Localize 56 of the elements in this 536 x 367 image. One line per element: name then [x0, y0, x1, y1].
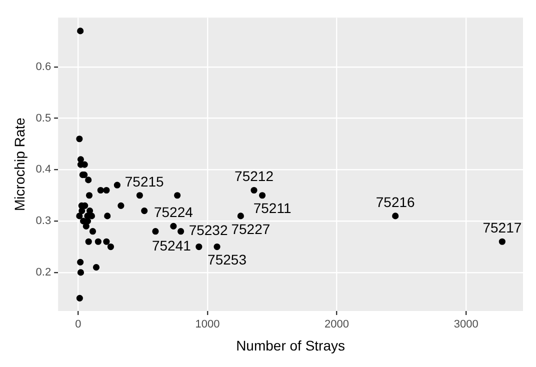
- annotation: 75232: [188, 222, 228, 238]
- y-tick-label: 0.6: [36, 60, 52, 73]
- point: [498, 238, 506, 245]
- annotation: 75217: [482, 219, 522, 236]
- point: [250, 186, 258, 194]
- x-tick-label: 1000: [195, 318, 220, 331]
- point: [86, 192, 93, 199]
- point: [94, 238, 102, 245]
- point: [104, 212, 111, 220]
- point: [77, 28, 84, 34]
- y-tick-label: 0.4: [36, 164, 52, 176]
- annotation: 75227: [231, 220, 270, 237]
- y-axis-title: Microchip Rate: [11, 117, 28, 211]
- point: [76, 294, 83, 302]
- point: [170, 222, 177, 230]
- point: [85, 238, 92, 245]
- annotation: 75253: [208, 252, 247, 268]
- annotation: 75224: [154, 204, 194, 220]
- y-tick-label: 0.5: [36, 112, 52, 124]
- y-tick-label: 0.3: [36, 215, 52, 228]
- point: [89, 228, 96, 235]
- point: [92, 264, 100, 271]
- point: [76, 136, 83, 142]
- annotation: 75216: [376, 194, 416, 210]
- point: [77, 156, 84, 163]
- point: [78, 208, 86, 214]
- point: [141, 208, 148, 214]
- annotation: 75215: [124, 174, 164, 190]
- point: [97, 186, 104, 194]
- annotation: 75212: [234, 168, 274, 184]
- x-axis-title: Number of Strays: [236, 337, 346, 354]
- point: [214, 243, 220, 250]
- point: [77, 269, 84, 276]
- point: [107, 243, 114, 250]
- point: [258, 192, 266, 199]
- x-tick-label: 2000: [324, 318, 350, 331]
- point: [103, 238, 110, 245]
- point: [136, 192, 143, 199]
- x-tick-label: 0: [75, 318, 82, 331]
- point: [392, 212, 399, 220]
- point: [76, 212, 83, 220]
- x-tick-label: 3000: [454, 318, 478, 331]
- point: [178, 228, 184, 235]
- point: [103, 186, 110, 194]
- point: [237, 212, 244, 220]
- y-tick-label: 0.2: [36, 266, 52, 278]
- annotation: 75241: [152, 238, 192, 254]
- point: [82, 222, 90, 230]
- point: [77, 258, 84, 266]
- point: [118, 202, 124, 209]
- annotation: 75211: [253, 200, 292, 216]
- point: [174, 192, 181, 199]
- point: [114, 182, 120, 188]
- point: [85, 176, 92, 184]
- point: [152, 228, 159, 235]
- point: [196, 243, 202, 250]
